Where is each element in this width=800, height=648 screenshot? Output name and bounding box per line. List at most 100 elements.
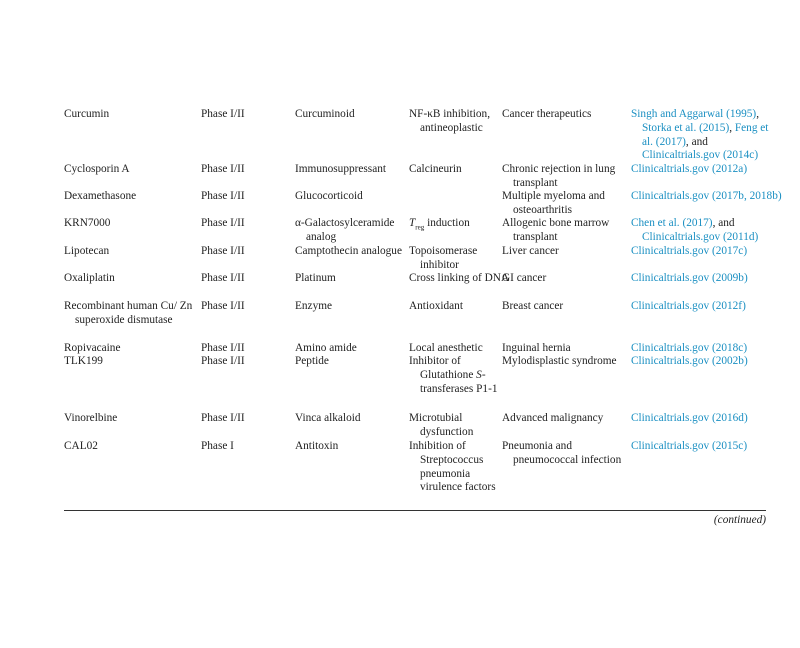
reference-link[interactable]: Feng et al. (2017) <box>642 121 769 148</box>
drug-name: KRN7000 <box>64 217 111 229</box>
drug-name: Lipotecan <box>64 245 110 257</box>
trial-phase: Phase I/II <box>201 272 245 284</box>
drug-name: Recombinant human Cu/ Zn superoxide dism… <box>64 300 193 326</box>
trial-phase: Phase I/II <box>201 355 245 367</box>
references: Clinicaltrials.gov (2018c) <box>631 342 782 356</box>
mechanism-text: -transferases P1-1 <box>420 368 498 395</box>
reference-link[interactable]: Clinicaltrials.gov (2012a) <box>631 163 748 175</box>
mechanism: Calcineurin <box>409 163 510 177</box>
reference-text: , <box>756 108 760 120</box>
mechanism-text: induction <box>424 217 470 229</box>
references: Clinicaltrials.gov (2009b) <box>631 272 782 286</box>
references: Chen et al. (2017), and Clinicaltrials.g… <box>631 217 782 245</box>
reference-link[interactable]: Clinicaltrials.gov (2017b, 2018b) <box>631 190 782 202</box>
mechanism-text: S <box>476 368 482 381</box>
mechanism-text: NF-κB inhibition, antineoplastic <box>409 108 491 134</box>
trial-phase: Phase I/II <box>201 163 245 175</box>
reference-link[interactable]: Clinicaltrials.gov (2009b) <box>631 272 748 284</box>
drug-class: Curcuminoid <box>295 108 355 120</box>
reference-link[interactable]: Clinicaltrials.gov (2016d) <box>631 412 748 424</box>
drug-class: Amino amide <box>295 342 357 354</box>
drug-class: Platinum <box>295 272 336 284</box>
mechanism-text: T <box>409 217 416 229</box>
indication: Allogenic bone marrow transplant <box>502 217 610 243</box>
mechanism: Inhibitor of Glutathione S-transferases … <box>409 355 510 396</box>
indication: Mylodisplastic syndrome <box>502 355 617 367</box>
indication: Advanced malignancy <box>502 412 604 424</box>
trial-phase: Phase I/II <box>201 245 245 257</box>
indication: Liver cancer <box>502 245 559 257</box>
mechanism-text: Inhibitor of Glutathione <box>409 355 477 381</box>
drug-class: α-Galactosylceramide analog <box>295 217 395 243</box>
mechanism-text: Inhibition of Streptococcus pneumonia vi… <box>409 440 496 494</box>
trial-phase: Phase I <box>201 440 234 452</box>
indication: Inguinal hernia <box>502 342 571 354</box>
references: Clinicaltrials.gov (2012a) <box>631 163 782 177</box>
reference-link[interactable]: Clinicaltrials.gov (2014c) <box>642 149 759 162</box>
table-bottom-rule <box>64 510 766 511</box>
reference-link[interactable]: Storka et al. (2015) <box>642 121 730 134</box>
drug-name: Vinorelbine <box>64 412 118 424</box>
mechanism: Topoisomerase inhibitor <box>409 245 510 273</box>
drug-name: Curcumin <box>64 108 110 120</box>
indication: Pneumonia and pneumococcal infection <box>502 440 622 466</box>
mechanism-text: Microtubial dysfunction <box>409 412 474 438</box>
trial-phase: Phase I/II <box>201 190 245 202</box>
reference-text: , and <box>712 217 735 229</box>
reference-link[interactable]: Clinicaltrials.gov (2002b) <box>631 355 748 367</box>
drug-name: TLK199 <box>64 355 103 367</box>
mechanism-text: Calcineurin <box>409 163 462 175</box>
mechanism-text: Local anesthetic <box>409 342 483 354</box>
indication: GI cancer <box>502 272 547 284</box>
reference-link[interactable]: Clinicaltrials.gov (2018c) <box>631 342 748 354</box>
trial-phase: Phase I/II <box>201 108 245 120</box>
references: Clinicaltrials.gov (2012f) <box>631 300 782 314</box>
references: Clinicaltrials.gov (2017c) <box>631 245 782 259</box>
trial-phase: Phase I/II <box>201 342 245 354</box>
trial-phase: Phase I/II <box>201 412 245 424</box>
reference-link[interactable]: Clinicaltrials.gov (2017c) <box>631 245 748 257</box>
indication: Multiple myeloma and osteoarthritis <box>502 190 605 216</box>
indication: Breast cancer <box>502 300 564 312</box>
trial-phase: Phase I/II <box>201 217 245 229</box>
mechanism-text: reg <box>415 223 425 232</box>
drug-name: CAL02 <box>64 440 98 452</box>
mechanism: Treg induction <box>409 217 510 235</box>
drug-class: Camptothecin analogue <box>295 245 402 257</box>
drug-name: Cyclosporin A <box>64 163 130 175</box>
references: Clinicaltrials.gov (2017b, 2018b) <box>631 190 782 204</box>
indication: Cancer therapeutics <box>502 108 592 120</box>
drug-class: Vinca alkaloid <box>295 412 361 424</box>
drug-name: Dexamethasone <box>64 190 137 202</box>
mechanism: NF-κB inhibition, antineoplastic <box>409 108 510 136</box>
references: Clinicaltrials.gov (2002b) <box>631 355 782 369</box>
indication: Chronic rejection in lung transplant <box>502 163 616 189</box>
reference-link[interactable]: Chen et al. (2017) <box>631 217 713 229</box>
drug-class: Peptide <box>295 355 329 367</box>
drug-class: Antitoxin <box>295 440 339 452</box>
references: Clinicaltrials.gov (2016d) <box>631 412 782 426</box>
trial-phase: Phase I/II <box>201 300 245 312</box>
drug-class: Enzyme <box>295 300 333 312</box>
mechanism-text: Cross linking of DNA <box>409 272 510 284</box>
drug-name: Oxaliplatin <box>64 272 115 284</box>
reference-text: , <box>729 121 735 134</box>
mechanism: Microtubial dysfunction <box>409 412 510 440</box>
mechanism-text: Antioxidant <box>409 300 463 312</box>
reference-link[interactable]: Singh and Aggarwal (1995) <box>631 108 757 120</box>
mechanism: Inhibition of Streptococcus pneumonia vi… <box>409 440 510 495</box>
mechanism: Cross linking of DNA <box>409 272 510 286</box>
references: Clinicaltrials.gov (2015c) <box>631 440 782 454</box>
mechanism: Local anesthetic <box>409 342 510 356</box>
mechanism-text: Topoisomerase inhibitor <box>409 245 478 271</box>
continued-note: (continued) <box>713 514 766 526</box>
reference-link[interactable]: Clinicaltrials.gov (2011d) <box>642 230 759 243</box>
references: Singh and Aggarwal (1995), Storka et al.… <box>631 108 782 163</box>
drug-name: Ropivacaine <box>64 342 121 354</box>
reference-link[interactable]: Clinicaltrials.gov (2015c) <box>631 440 748 452</box>
reference-text: , and <box>685 135 708 148</box>
drug-class: Immunosuppressant <box>295 163 386 175</box>
mechanism: Antioxidant <box>409 300 510 314</box>
reference-link[interactable]: Clinicaltrials.gov (2012f) <box>631 300 746 312</box>
